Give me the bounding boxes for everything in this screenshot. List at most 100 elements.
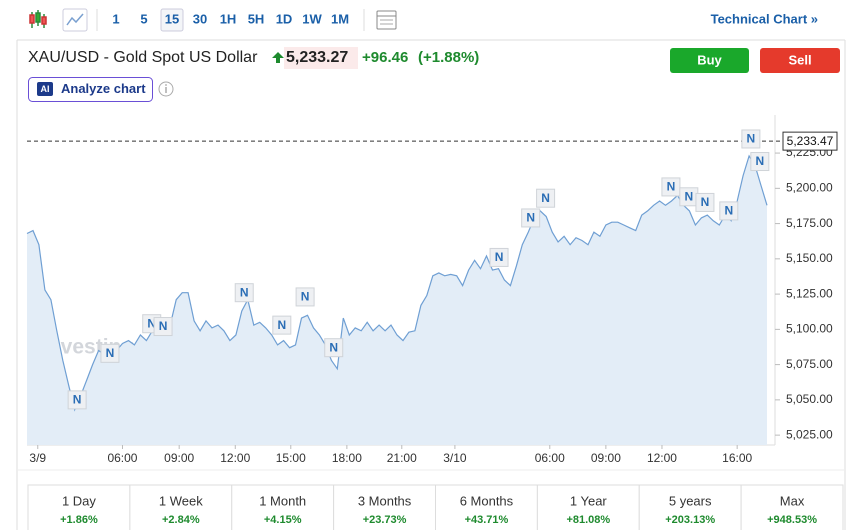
last-price-label: 5,233.47 [787, 134, 834, 148]
performance-period: 1 Month [259, 493, 306, 508]
news-marker-label[interactable]: N [526, 211, 535, 225]
y-tick-label: 5,200.00 [786, 181, 833, 195]
y-tick-label: 5,075.00 [786, 357, 833, 371]
news-marker-label[interactable]: N [301, 290, 310, 304]
news-marker[interactable] [741, 129, 761, 149]
x-tick-label: 16:00 [722, 451, 752, 465]
performance-period: 1 Week [159, 493, 203, 508]
news-marker[interactable] [67, 390, 87, 410]
x-tick-label: 09:00 [164, 451, 194, 465]
performance-cell[interactable] [435, 484, 538, 530]
up-arrow [272, 52, 284, 63]
performance-period: 3 Months [358, 493, 412, 508]
timeframe[interactable]: 30 [193, 11, 207, 26]
news-marker-label[interactable]: N [724, 204, 733, 218]
change: +96.46 [362, 49, 408, 66]
sell-button[interactable] [760, 48, 840, 73]
y-tick-label: 5,100.00 [786, 322, 833, 336]
performance-period: 6 Months [460, 493, 514, 508]
performance-cell[interactable] [740, 484, 844, 530]
buy-label[interactable]: Buy [697, 52, 722, 67]
news-marker-label[interactable]: N [495, 250, 504, 264]
news-marker-label[interactable]: N [541, 191, 550, 205]
news-marker[interactable] [521, 208, 541, 228]
y-tick-label: 5,175.00 [786, 216, 833, 230]
analyze-button[interactable] [28, 77, 153, 102]
performance-change: +4.15% [264, 514, 302, 526]
y-tick-label: 5,125.00 [786, 286, 833, 300]
news-marker-label[interactable]: N [277, 318, 286, 332]
x-tick-label: 21:00 [387, 451, 417, 465]
timeframe[interactable]: 1 [112, 11, 119, 26]
technical-chart-link[interactable]: Technical Chart » [711, 11, 818, 26]
news-marker[interactable] [153, 317, 173, 337]
news-marker[interactable] [489, 247, 509, 267]
performance-change: +2.84% [162, 514, 200, 526]
x-tick-label: 15:00 [276, 451, 306, 465]
performance-period: 1 Day [62, 493, 96, 508]
candle-icon[interactable] [29, 10, 47, 28]
timeframe[interactable]: 1W [302, 11, 322, 26]
news-marker-label[interactable]: N [329, 340, 338, 354]
area-fill [27, 155, 767, 445]
news-marker[interactable] [234, 283, 254, 303]
timeframe[interactable]: 1M [331, 11, 349, 26]
news-marker-label[interactable]: N [106, 346, 115, 360]
news-marker-label[interactable]: N [756, 154, 765, 168]
y-tick-label: 5,050.00 [786, 392, 833, 406]
timeframe[interactable]: 5H [248, 11, 265, 26]
news-marker-label[interactable]: N [747, 132, 756, 146]
analyze-label[interactable]: Analyze chart [61, 81, 146, 96]
performance-cell[interactable] [129, 484, 233, 530]
news-marker[interactable] [536, 188, 556, 208]
news-marker[interactable] [272, 315, 292, 335]
timeframe[interactable]: 15 [165, 11, 179, 26]
news-marker-label[interactable]: N [159, 319, 168, 333]
timeframe[interactable]: 1D [276, 11, 293, 26]
performance-change: +23.73% [363, 514, 407, 526]
news-marker-label[interactable]: N [667, 180, 676, 194]
performance-cell[interactable] [27, 484, 131, 530]
performance-change: +948.53% [767, 514, 817, 526]
instrument-name: XAU/USD - Gold Spot US Dollar [28, 49, 258, 66]
news-marker-label[interactable]: N [147, 316, 156, 330]
news-marker-label[interactable]: N [684, 189, 693, 203]
x-tick-label: 06:00 [535, 451, 565, 465]
news-marker-label[interactable]: N [73, 393, 82, 407]
news-marker[interactable] [750, 152, 770, 172]
change-pct: (+1.88%) [418, 49, 479, 66]
x-tick-label: 09:00 [591, 451, 621, 465]
news-marker[interactable] [324, 338, 344, 358]
timeframe[interactable]: 5 [140, 11, 147, 26]
news-marker[interactable] [661, 177, 681, 197]
sell-label[interactable]: Sell [788, 52, 811, 67]
news-marker[interactable] [695, 192, 715, 212]
info-icon[interactable] [158, 81, 174, 97]
price-line [26, 154, 768, 412]
performance-cell[interactable] [638, 484, 742, 530]
news-marker[interactable] [100, 343, 120, 363]
x-tick-label: 12:00 [220, 451, 250, 465]
news-marker-label[interactable]: N [240, 285, 249, 299]
performance-period: 1 Year [570, 493, 608, 508]
performance-cell[interactable] [536, 484, 640, 530]
info-icon [165, 84, 167, 86]
news-marker[interactable] [719, 201, 739, 221]
performance-change: +43.71% [465, 514, 509, 526]
x-tick-label: 06:00 [107, 451, 137, 465]
timeframe-selected[interactable] [160, 8, 184, 32]
performance-period: 5 years [669, 493, 712, 508]
news-marker[interactable] [295, 287, 315, 307]
price-highlight [284, 47, 358, 69]
news-marker-label[interactable]: N [701, 195, 710, 209]
performance-cell[interactable] [231, 484, 335, 530]
table-icon[interactable] [376, 10, 397, 30]
performance-cell[interactable] [333, 484, 436, 530]
buy-button[interactable] [670, 48, 749, 73]
x-tick-label: 12:00 [647, 451, 677, 465]
performance-change: +81.08% [566, 514, 610, 526]
timeframe[interactable]: 1H [220, 11, 237, 26]
performance-period: Max [780, 493, 805, 508]
